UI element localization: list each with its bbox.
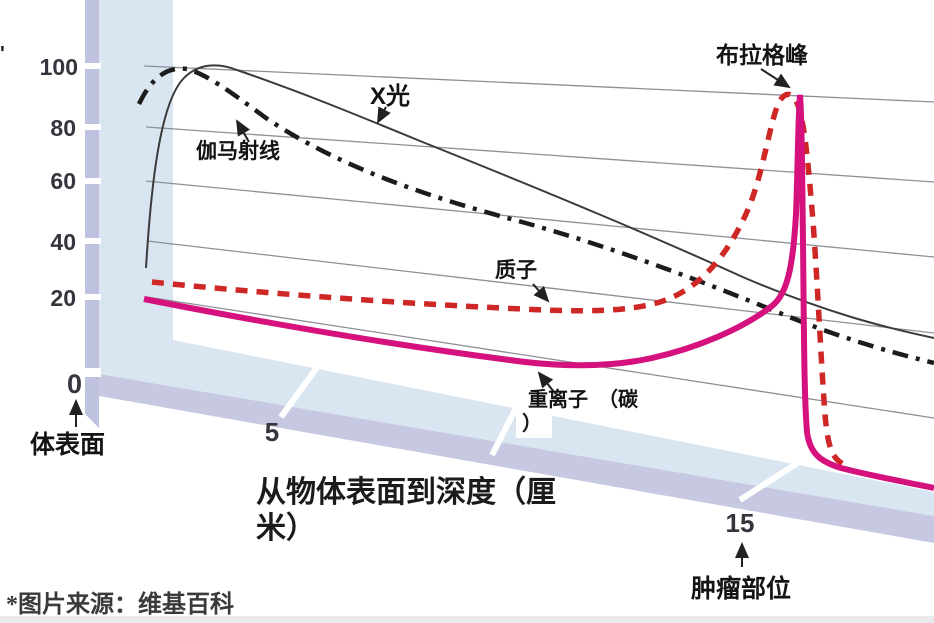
x-tick-5: 5 [265,417,279,447]
tumor-site-label: 肿瘤部位 [691,574,791,603]
edge-fragment: ' [0,43,5,65]
grid-plane [173,64,934,492]
slab-blue-body [99,0,934,516]
proton-curve [151,91,845,467]
wall-tick-40 [83,238,101,244]
wall-tick-20 [83,294,101,300]
heavy-ion-label-line2: ） [522,412,542,435]
floor-tick-10 [489,404,520,457]
x-axis-title-line1: 从物体表面到深度（厘 [256,475,556,509]
heavy-ion-label-bg [516,386,714,412]
wall-tick-60 [83,178,101,184]
body-surface-label: 体表面 [30,431,105,459]
y-tick-100: 100 [40,54,78,80]
wall-tick-80 [83,124,101,130]
y-tick-60: 60 [50,168,76,194]
gamma-label: 伽马射线 [196,139,280,163]
x-tick-15: 15 [726,508,755,538]
xray-label: X光 [370,83,410,110]
x-axis-title-line2: 米） [256,511,316,545]
bottom-edge-strip [0,616,934,623]
y-tick-0: 0 [67,369,82,399]
heavy-ion-arrow [537,371,555,393]
proton-arrow [532,283,550,303]
bragg-peak-label: 布拉格峰 [716,42,809,68]
y-tick-80: 80 [50,115,76,141]
y-tick-20: 20 [50,285,76,311]
floor-strip [99,374,934,543]
xray-arrow [377,106,391,124]
floor-tick-15 [738,452,812,503]
source-note: *图片来源：维基百科 [6,590,234,618]
y-tick-40: 40 [50,229,76,255]
bragg-peak-arrow [760,68,791,89]
wall-tick-0 [83,368,101,377]
floor-tick-5 [278,364,321,419]
left-wall [85,0,99,428]
wall-tick-100 [83,63,101,69]
gamma-arrow [236,119,251,143]
heavy-ion-label-line1: 重离子 （碳 [528,387,639,411]
heavy-ion-label-bg2 [516,412,552,438]
carbon-curve [143,94,934,491]
proton-label: 质子 [495,259,537,282]
gamma-curve [136,66,934,366]
